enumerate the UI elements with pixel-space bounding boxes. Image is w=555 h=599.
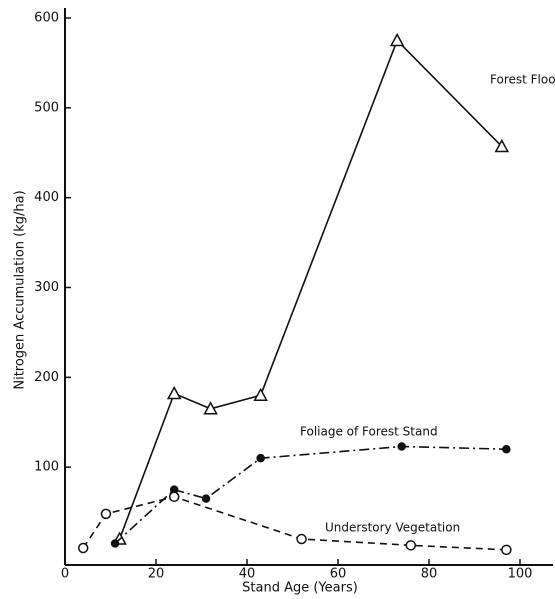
marker <box>203 401 218 415</box>
marker <box>100 508 112 520</box>
marker <box>389 32 405 47</box>
x-tick-label: 20 <box>148 567 165 582</box>
marker <box>501 544 512 556</box>
y-tick-label: 300 <box>34 280 59 295</box>
marker <box>166 385 182 400</box>
marker <box>201 494 211 503</box>
marker <box>110 539 120 548</box>
marker <box>494 138 510 153</box>
marker <box>253 387 268 402</box>
x-tick-label: 0 <box>61 567 69 582</box>
series-label: Understory Vegetation <box>325 521 460 535</box>
x-tick-label: 40 <box>239 567 256 582</box>
marker <box>77 542 89 554</box>
x-tick-label: 80 <box>421 567 438 582</box>
y-axis-label: Nitrogen Accumulation (kg/ha) <box>13 190 28 389</box>
x-tick-label: 60 <box>330 567 347 582</box>
marker <box>168 491 180 503</box>
series-label: Foliage of Forest Stand <box>300 425 438 439</box>
marker <box>296 533 307 545</box>
y-tick-label: 600 <box>34 11 59 26</box>
y-tick-label: 400 <box>34 190 59 205</box>
y-tick-label: 100 <box>34 460 59 475</box>
y-tick-label: 200 <box>34 370 59 385</box>
marker <box>502 444 511 454</box>
series-line <box>118 39 503 540</box>
marker <box>397 442 406 451</box>
marker <box>256 453 265 463</box>
series-label: Forest Floor <box>490 73 555 87</box>
marker <box>405 540 417 551</box>
x-tick-label: 100 <box>508 567 533 582</box>
y-tick-label: 500 <box>34 100 59 115</box>
x-axis-label: Stand Age (Years) <box>242 581 358 596</box>
